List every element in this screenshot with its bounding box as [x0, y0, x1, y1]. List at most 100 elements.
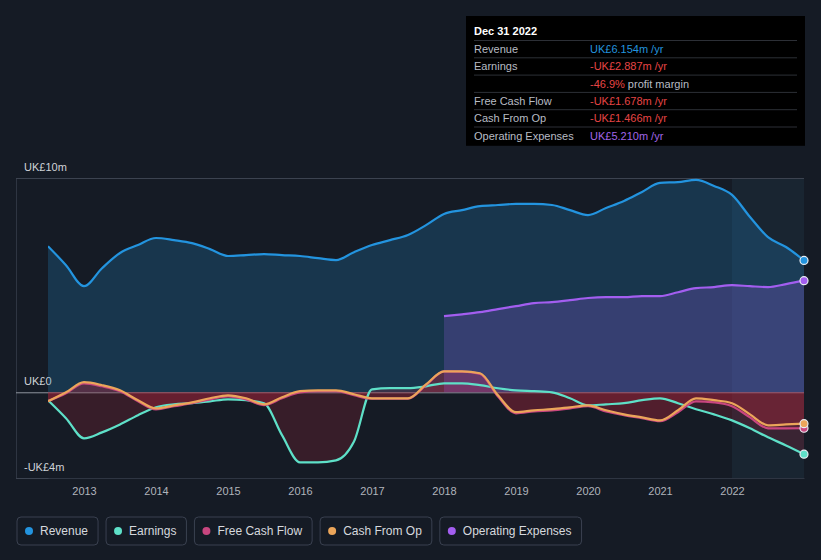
series-line: [48, 180, 804, 286]
tooltip-label: Free Cash Flow: [474, 95, 552, 107]
x-tick-label: 2013: [72, 485, 96, 497]
y-axis-line: [16, 179, 17, 479]
legend-label[interactable]: Cash From Op: [343, 524, 422, 538]
tooltip-title: Dec 31 2022: [474, 25, 537, 37]
tooltip-value-text: UK£5.210m: [590, 130, 648, 142]
x-tick: 2014: [144, 478, 168, 497]
tooltip-separator: [474, 40, 797, 41]
x-tick: 2018: [432, 478, 456, 497]
end-dot: [800, 256, 808, 264]
lines: [48, 180, 804, 462]
tooltip: Dec 31 2022 Revenue UK£6.154m/yr Earnings -U…: [466, 16, 805, 146]
legend-swatch: [114, 527, 122, 535]
end-dots: [800, 256, 808, 458]
tooltip-value: UK£6.154m/yr: [590, 43, 664, 55]
end-dot: [800, 450, 808, 458]
x-tick-label: 2015: [216, 485, 240, 497]
tooltip-suffix: /yr: [655, 112, 668, 124]
tooltip-suffix: /yr: [651, 43, 664, 55]
tooltip-separator: [474, 75, 797, 76]
x-tick-label: 2016: [288, 485, 312, 497]
legend-box[interactable]: [440, 517, 582, 545]
grid-line: [16, 178, 804, 179]
tooltip-value: -UK£1.466m/yr: [590, 112, 667, 124]
x-tick-label: 2018: [432, 485, 456, 497]
tooltip-label: Earnings: [474, 60, 518, 72]
end-dot: [800, 277, 808, 285]
tooltip-separator: [474, 109, 797, 110]
legend-box[interactable]: [17, 517, 98, 545]
legend-item[interactable]: Free Cash Flow: [194, 517, 312, 545]
tooltip-label: Cash From Op: [474, 112, 546, 124]
x-axis: 2013 2014 2015 2016 2017 2018 2019 2020 2021 2022: [49, 478, 805, 497]
tooltip-value-text: -UK£1.466m: [590, 112, 652, 124]
series-area: [48, 180, 804, 392]
tooltip-suffix: /yr: [651, 130, 664, 142]
x-tick-label: 2017: [360, 485, 384, 497]
tooltip-value: -UK£1.678m/yr: [590, 95, 667, 107]
x-tick: 2019: [504, 478, 528, 497]
y-tick: -UK£4m: [16, 461, 804, 479]
tooltip-value: -46.9%profit margin: [590, 78, 689, 90]
tooltip-separator: [474, 92, 797, 93]
series-line: [444, 281, 804, 317]
y-tick-label: UK£10m: [24, 161, 67, 173]
series-area: [444, 281, 804, 393]
x-tick: 2017: [360, 478, 384, 497]
tooltip-suffix: /yr: [655, 95, 668, 107]
x-tick: 2016: [288, 478, 312, 497]
tooltip-value-text: -46.9%: [590, 78, 625, 90]
legend-label[interactable]: Revenue: [40, 524, 88, 538]
x-tick-label: 2022: [720, 485, 744, 497]
tooltip-separator: [474, 57, 797, 58]
legend-label[interactable]: Operating Expenses: [463, 524, 572, 538]
x-tick: 2015: [216, 478, 240, 497]
plot-area: [48, 180, 804, 462]
tooltip-value-text: -UK£2.887m: [590, 60, 652, 72]
grid-line: [16, 478, 804, 479]
chart: UK£10m UK£0 -UK£4m 2013 2014 2015 2016 2017 2018…: [0, 0, 821, 560]
tooltip-suffix: /yr: [655, 60, 668, 72]
tooltip-value: -UK£2.887m/yr: [590, 60, 667, 72]
legend-item[interactable]: Operating Expenses: [440, 517, 582, 545]
tooltip-value-text: -UK£1.678m: [590, 95, 652, 107]
legend-label[interactable]: Earnings: [129, 524, 176, 538]
end-dot: [800, 420, 808, 428]
tooltip-separator: [474, 127, 797, 128]
tooltip-value-text: UK£6.154m: [590, 43, 648, 55]
legend-swatch: [448, 527, 456, 535]
legend-swatch: [25, 527, 33, 535]
x-tick: 2013: [72, 478, 96, 497]
legend-item[interactable]: Cash From Op: [320, 517, 432, 545]
x-tick-label: 2019: [504, 485, 528, 497]
x-tick: 2020: [576, 478, 600, 497]
series-line: [48, 371, 804, 428]
legend: Revenue Earnings Free Cash Flow Cash From O…: [17, 517, 582, 545]
tooltip-label: Revenue: [474, 43, 518, 55]
y-tick: UK£10m: [16, 161, 804, 179]
y-axis: UK£10m UK£0 -UK£4m: [16, 161, 804, 479]
x-tick-label: 2021: [648, 485, 672, 497]
legend-box[interactable]: [106, 517, 186, 545]
legend-box[interactable]: [194, 517, 312, 545]
legend-swatch: [202, 527, 210, 535]
y-tick-label: -UK£4m: [24, 461, 64, 473]
x-axis-line: [49, 478, 805, 479]
x-tick-label: 2014: [144, 485, 168, 497]
legend-label[interactable]: Free Cash Flow: [217, 524, 302, 538]
legend-item[interactable]: Revenue: [17, 517, 98, 545]
legend-swatch: [328, 527, 336, 535]
series-line: [48, 383, 804, 462]
x-tick-label: 2020: [576, 485, 600, 497]
legend-box[interactable]: [320, 517, 432, 545]
tooltip-box: [466, 16, 805, 146]
tooltip-suffix: profit margin: [628, 78, 689, 90]
tooltip-label: Operating Expenses: [474, 130, 574, 142]
areas: [48, 180, 804, 462]
series-line: [48, 371, 804, 425]
legend-item[interactable]: Earnings: [106, 517, 186, 545]
tooltip-value: UK£5.210m/yr: [590, 130, 664, 142]
x-tick: 2021: [648, 478, 672, 497]
x-tick: 2022: [720, 478, 744, 497]
y-tick-label: UK£0: [24, 375, 52, 387]
